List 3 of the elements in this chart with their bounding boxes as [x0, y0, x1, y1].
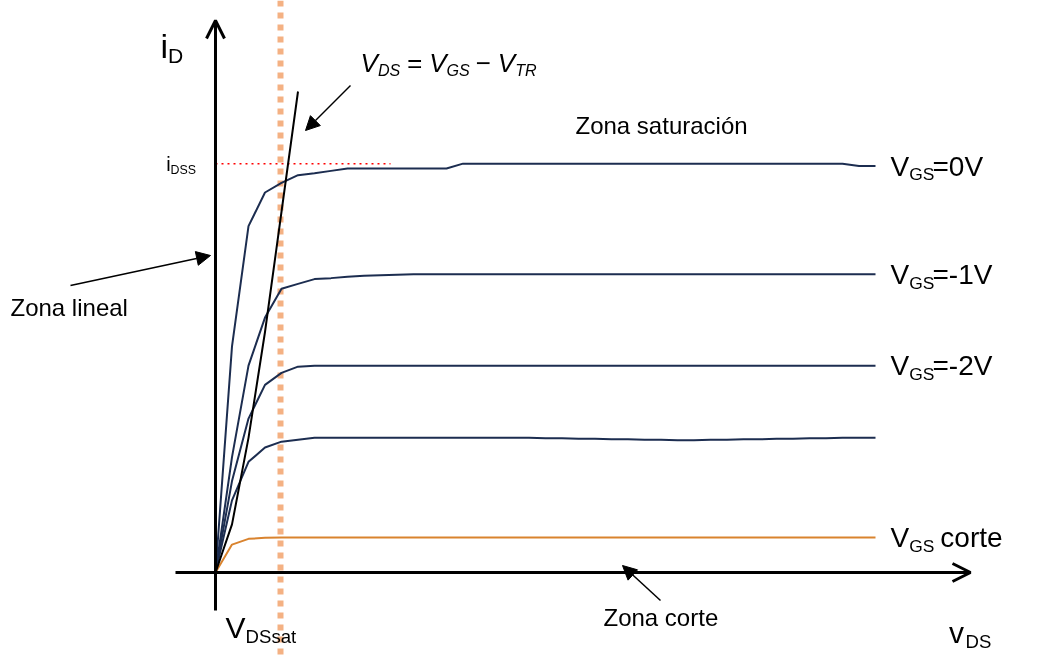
text: Zona lineal	[10, 294, 128, 321]
text: Zona corte	[603, 604, 719, 631]
annotation: Zona saturación	[575, 112, 748, 139]
